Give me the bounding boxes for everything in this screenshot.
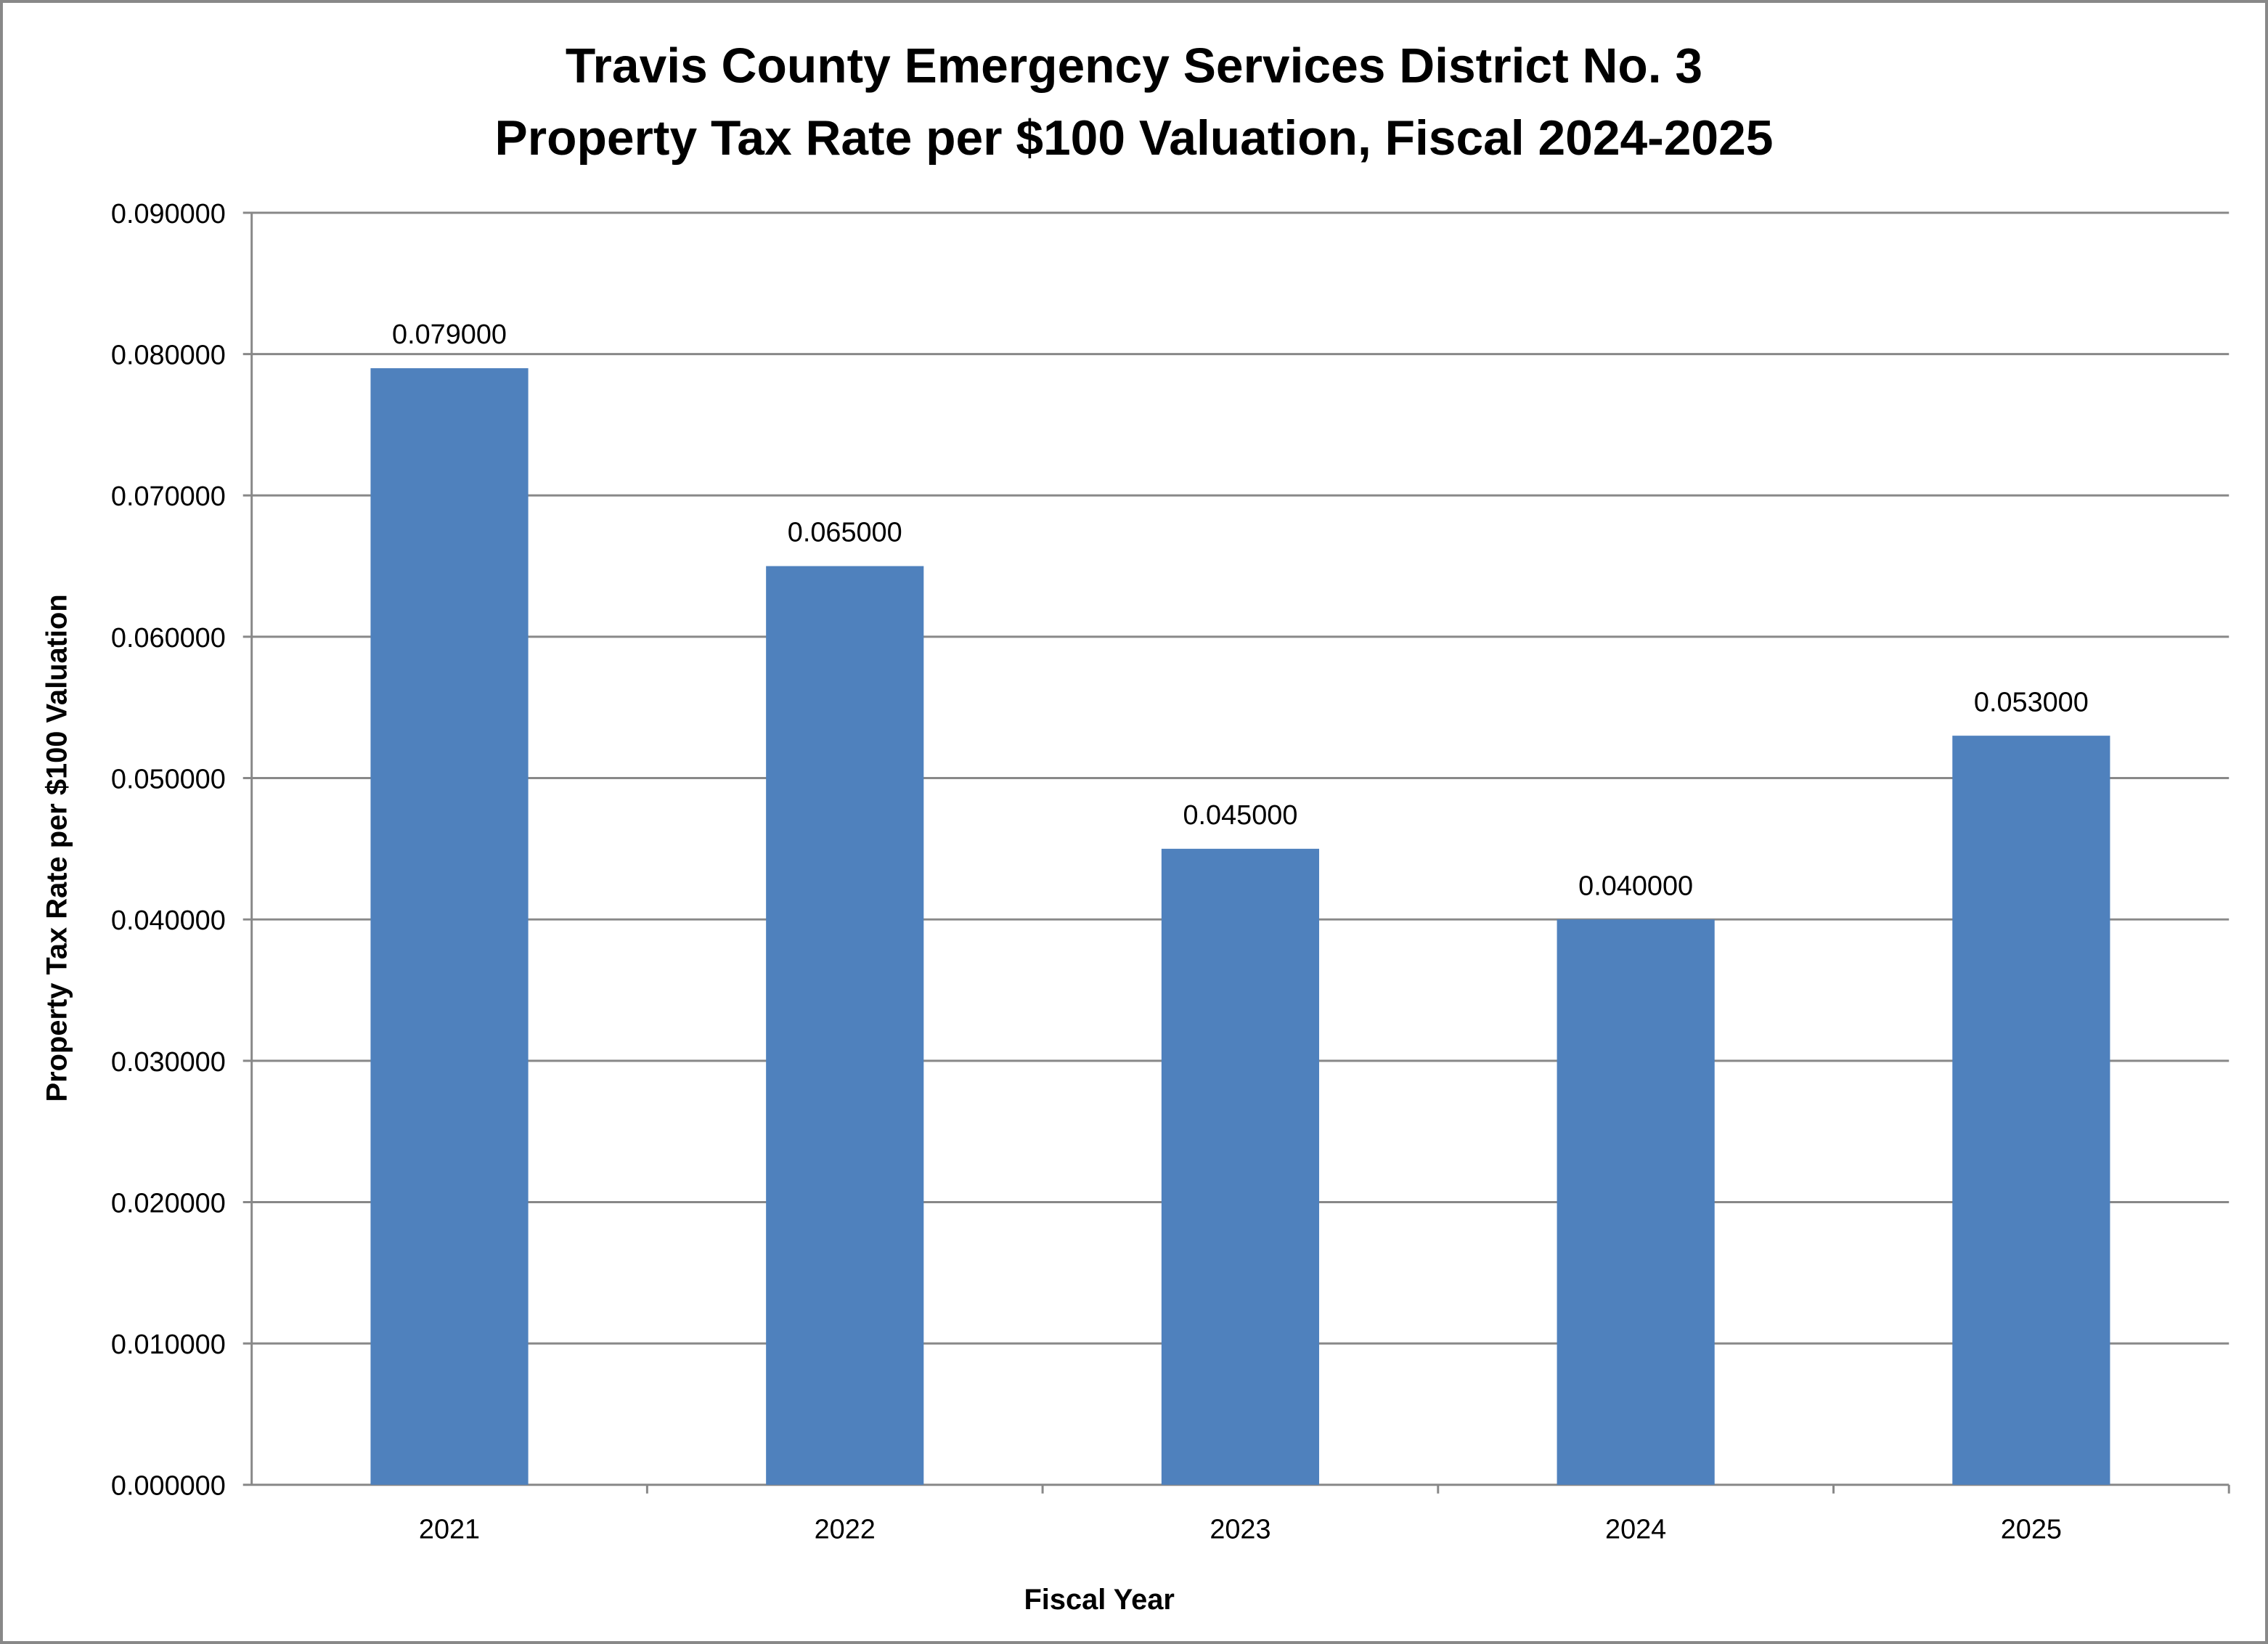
bar [1952,736,2110,1485]
y-tick-label: 0.070000 [111,481,226,512]
y-tick-label: 0.020000 [111,1188,226,1218]
y-tick-label: 0.040000 [111,906,226,936]
x-tick-label: 2025 [2001,1515,2062,1545]
bar [1557,919,1715,1485]
chart-title-line-2: Property Tax Rate per $100 Valuation, Fi… [495,111,1774,166]
y-tick-label: 0.030000 [111,1047,226,1078]
bars: 0.079000 0.065000 0.045000 0.040000 0.053000 [370,320,2110,1485]
y-axis-ticks: 0.000000 0.010000 0.020000 0.030000 0.040000… [111,199,226,1502]
y-tick-label: 0.010000 [111,1330,226,1360]
x-axis-ticks: 2021 2022 2023 2024 2025 [419,1484,2230,1545]
x-tick-label: 2022 [815,1515,876,1545]
chart-title-line-1: Travis County Emergency Services Distric… [566,39,1702,94]
y-tick-label: 0.050000 [111,764,226,794]
y-tick-label: 0.000000 [111,1471,226,1502]
x-axis-title: Fiscal Year [1024,1584,1174,1616]
x-tick-label: 2024 [1605,1515,1666,1545]
data-label: 0.079000 [392,320,507,350]
data-label: 0.053000 [1974,687,2089,717]
y-tick-label: 0.060000 [111,623,226,654]
data-label: 0.045000 [1183,800,1297,831]
x-tick-label: 2021 [419,1515,480,1545]
y-tick-label: 0.080000 [111,341,226,371]
x-tick-label: 2023 [1210,1515,1270,1545]
data-label: 0.065000 [788,518,902,548]
bar [1161,848,1320,1485]
y-axis-title: Property Tax Rate per $100 Valuation [41,594,73,1102]
bar [370,368,529,1485]
bar [766,566,924,1485]
y-tick-label: 0.090000 [111,199,226,229]
data-label: 0.040000 [1578,871,1693,901]
